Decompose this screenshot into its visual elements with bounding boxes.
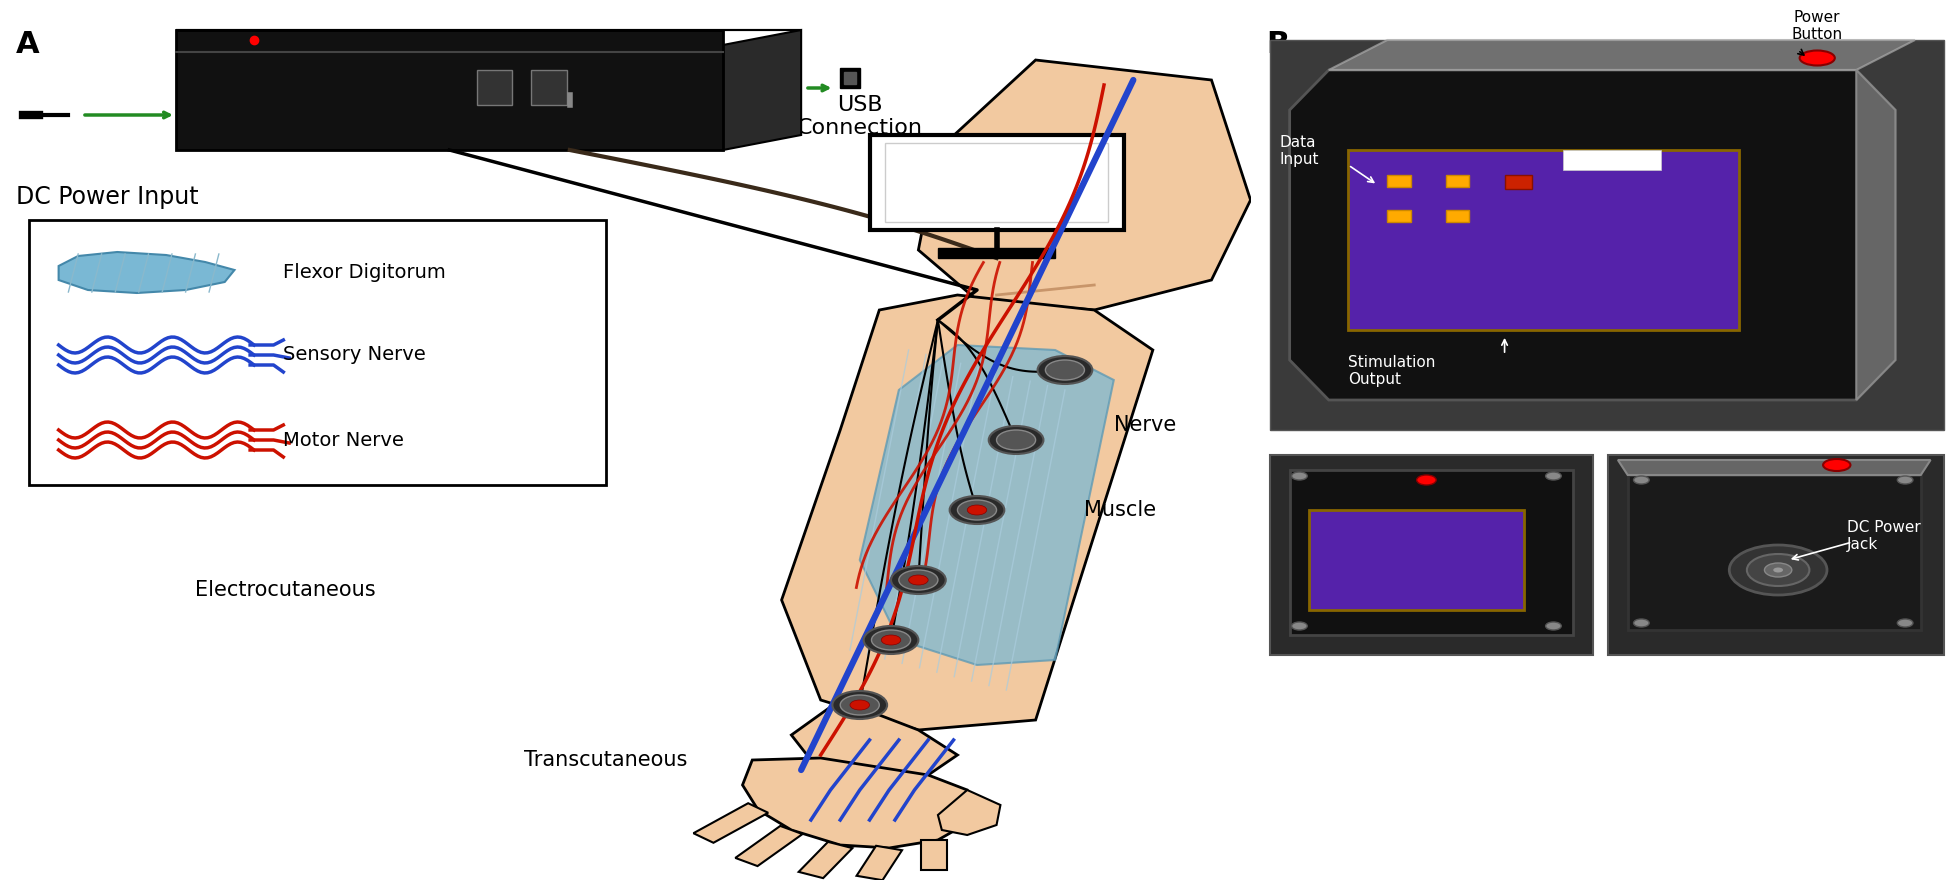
Bar bbox=[1505, 175, 1532, 189]
Text: DC Power
Jack: DC Power Jack bbox=[1847, 520, 1921, 553]
Bar bbox=[1290, 470, 1573, 635]
Polygon shape bbox=[938, 790, 1000, 835]
Polygon shape bbox=[735, 826, 803, 866]
Ellipse shape bbox=[989, 426, 1043, 454]
Polygon shape bbox=[743, 758, 973, 848]
Bar bbox=[1270, 40, 1944, 430]
Polygon shape bbox=[860, 345, 1114, 665]
Bar bbox=[29, 220, 606, 485]
Ellipse shape bbox=[1823, 459, 1850, 471]
Ellipse shape bbox=[967, 505, 987, 515]
Text: B: B bbox=[1266, 30, 1290, 59]
Polygon shape bbox=[856, 846, 903, 880]
Bar bbox=[531, 70, 567, 105]
Bar bbox=[176, 30, 723, 150]
Ellipse shape bbox=[950, 496, 1004, 524]
Polygon shape bbox=[723, 30, 801, 150]
Ellipse shape bbox=[1747, 554, 1809, 586]
Bar bbox=[1387, 210, 1411, 222]
Ellipse shape bbox=[1634, 476, 1649, 484]
Polygon shape bbox=[1618, 460, 1931, 475]
Ellipse shape bbox=[1292, 622, 1307, 630]
Ellipse shape bbox=[1897, 476, 1913, 484]
Polygon shape bbox=[922, 840, 946, 870]
Ellipse shape bbox=[899, 570, 938, 590]
Text: Muscle: Muscle bbox=[1084, 500, 1157, 520]
Text: Motor Nerve: Motor Nerve bbox=[283, 430, 404, 450]
Ellipse shape bbox=[1800, 50, 1835, 65]
Ellipse shape bbox=[1417, 475, 1436, 485]
Bar bbox=[1309, 510, 1524, 610]
Bar bbox=[938, 248, 1055, 258]
Ellipse shape bbox=[1045, 360, 1084, 380]
Ellipse shape bbox=[864, 626, 918, 654]
Polygon shape bbox=[694, 803, 768, 843]
Polygon shape bbox=[799, 842, 852, 878]
Text: Flexor Digitorum: Flexor Digitorum bbox=[283, 263, 446, 282]
Bar bbox=[1628, 475, 1921, 630]
Bar bbox=[1446, 175, 1469, 187]
Ellipse shape bbox=[1546, 472, 1561, 480]
Polygon shape bbox=[59, 252, 234, 293]
Text: Electrocutaneous: Electrocutaneous bbox=[195, 580, 375, 600]
Bar bbox=[1446, 210, 1469, 222]
Bar bbox=[1608, 455, 1944, 655]
Ellipse shape bbox=[1292, 472, 1307, 480]
Text: Transcutaneous: Transcutaneous bbox=[524, 750, 688, 770]
Ellipse shape bbox=[909, 575, 928, 585]
Text: Nerve: Nerve bbox=[1114, 415, 1176, 435]
Ellipse shape bbox=[1546, 622, 1561, 630]
Text: USB
Connection: USB Connection bbox=[797, 95, 922, 138]
Polygon shape bbox=[918, 60, 1251, 310]
Ellipse shape bbox=[871, 630, 911, 650]
Polygon shape bbox=[791, 700, 957, 780]
Bar bbox=[870, 135, 1124, 230]
Ellipse shape bbox=[997, 430, 1036, 450]
Ellipse shape bbox=[881, 635, 901, 645]
Ellipse shape bbox=[850, 700, 870, 710]
Ellipse shape bbox=[1634, 619, 1649, 627]
Ellipse shape bbox=[1038, 356, 1092, 384]
Ellipse shape bbox=[957, 500, 997, 520]
Text: Stimulation
Output: Stimulation Output bbox=[1348, 355, 1436, 387]
Polygon shape bbox=[1856, 70, 1895, 400]
Bar bbox=[885, 143, 1108, 222]
Text: A: A bbox=[16, 30, 39, 59]
Bar bbox=[1270, 455, 1593, 655]
Polygon shape bbox=[1329, 40, 1915, 70]
Bar bbox=[477, 70, 512, 105]
Text: Power
Button: Power Button bbox=[1792, 10, 1843, 42]
Bar bbox=[1348, 150, 1739, 330]
Text: Sensory Nerve: Sensory Nerve bbox=[283, 346, 426, 364]
Ellipse shape bbox=[891, 566, 946, 594]
Polygon shape bbox=[1290, 70, 1895, 400]
Ellipse shape bbox=[1897, 619, 1913, 627]
Bar bbox=[1387, 175, 1411, 187]
Bar bbox=[1563, 150, 1661, 170]
Ellipse shape bbox=[1774, 568, 1782, 573]
Polygon shape bbox=[782, 295, 1153, 730]
Ellipse shape bbox=[840, 695, 879, 715]
Ellipse shape bbox=[1764, 563, 1792, 577]
Ellipse shape bbox=[832, 691, 887, 719]
Text: DC Power Input: DC Power Input bbox=[16, 185, 197, 209]
Ellipse shape bbox=[1729, 545, 1827, 595]
Text: Data
Input: Data Input bbox=[1280, 135, 1319, 167]
